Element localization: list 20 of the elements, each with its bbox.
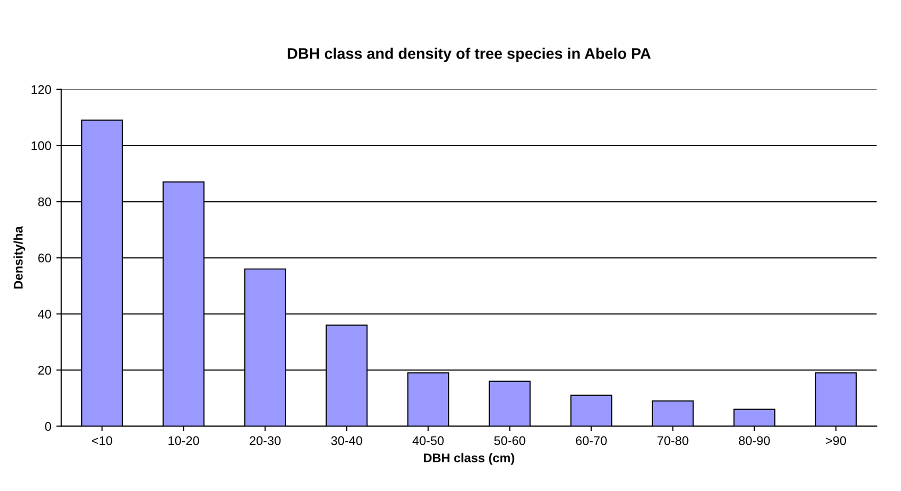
y-tick-label: 80 — [38, 197, 52, 206]
x-tick-label: 40-50 — [412, 436, 444, 446]
x-tick-label: 50-60 — [494, 436, 526, 446]
y-tick-label: 20 — [38, 366, 52, 375]
y-tick-label: 60 — [38, 254, 52, 262]
chart-title: DBH class and density of tree species in Abelo PA — [288, 48, 651, 62]
x-tick-label: 10-20 — [168, 436, 200, 446]
y-tick-label: 100 — [32, 141, 52, 150]
x-tick-label: 60-70 — [576, 436, 607, 446]
x-axis-title: DBH class (cm) — [424, 453, 514, 465]
x-tick-label: 20-30 — [250, 436, 281, 446]
y-axis-title: Density/ha — [13, 226, 26, 289]
y-tick-label: 40 — [38, 310, 52, 319]
x-tick-label: 70-80 — [657, 436, 688, 446]
x-tick-label: >90 — [826, 436, 846, 446]
x-tick-label: <10 — [92, 436, 112, 446]
y-tick-label: 120 — [32, 85, 52, 94]
x-tick-label: 80-90 — [738, 436, 770, 446]
y-tick-label: 0 — [45, 422, 52, 431]
x-tick-label: 30-40 — [331, 436, 362, 446]
